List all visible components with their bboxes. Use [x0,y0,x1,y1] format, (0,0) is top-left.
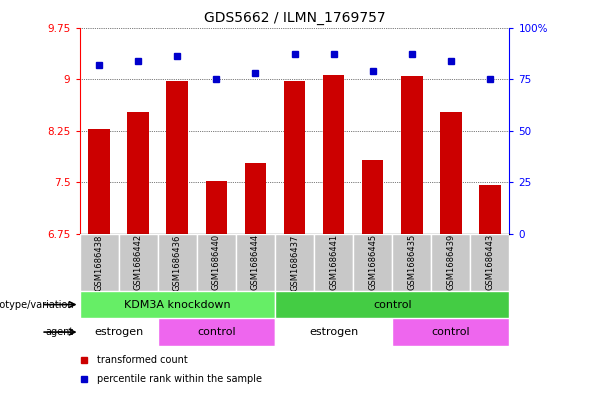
Text: GSM1686436: GSM1686436 [173,234,182,290]
Text: GSM1686440: GSM1686440 [212,234,221,290]
Bar [479,185,501,234]
Text: KDM3A knockdown: KDM3A knockdown [124,299,230,310]
Bar [275,234,314,291]
Bar [275,291,509,318]
Text: GSM1686443: GSM1686443 [485,234,494,290]
Title: GDS5662 / ILMN_1769757: GDS5662 / ILMN_1769757 [204,11,385,25]
Bar [244,163,266,234]
Bar [236,234,275,291]
Bar [401,76,422,234]
Bar [362,160,383,234]
Bar [323,75,345,234]
Bar [471,234,509,291]
Bar [158,318,275,346]
Bar [158,234,197,291]
Text: GSM1686442: GSM1686442 [134,234,143,290]
Text: percentile rank within the sample: percentile rank within the sample [97,374,262,384]
Text: GSM1686437: GSM1686437 [290,234,299,290]
Bar [127,112,149,234]
Bar [353,234,392,291]
Bar [392,234,431,291]
Bar [197,234,236,291]
Bar [80,318,158,346]
Text: GSM1686439: GSM1686439 [446,234,455,290]
Text: GSM1686438: GSM1686438 [95,234,104,290]
Text: agent: agent [45,327,74,337]
Bar [80,291,275,318]
Text: control: control [373,299,412,310]
Text: transformed count: transformed count [97,354,187,365]
Bar [284,81,305,234]
Bar [314,234,353,291]
Bar [118,234,158,291]
Bar [206,181,227,234]
Bar [392,318,509,346]
Bar [88,129,110,234]
Text: GSM1686441: GSM1686441 [329,234,338,290]
Bar [80,234,118,291]
Bar [440,112,462,234]
Bar [275,318,392,346]
Text: genotype/variation: genotype/variation [0,299,74,310]
Text: estrogen: estrogen [94,327,143,337]
Bar [167,81,188,234]
Bar [431,234,471,291]
Text: GSM1686444: GSM1686444 [251,234,260,290]
Text: control: control [432,327,470,337]
Text: control: control [197,327,236,337]
Text: GSM1686445: GSM1686445 [368,234,377,290]
Text: GSM1686435: GSM1686435 [407,234,416,290]
Text: estrogen: estrogen [309,327,358,337]
